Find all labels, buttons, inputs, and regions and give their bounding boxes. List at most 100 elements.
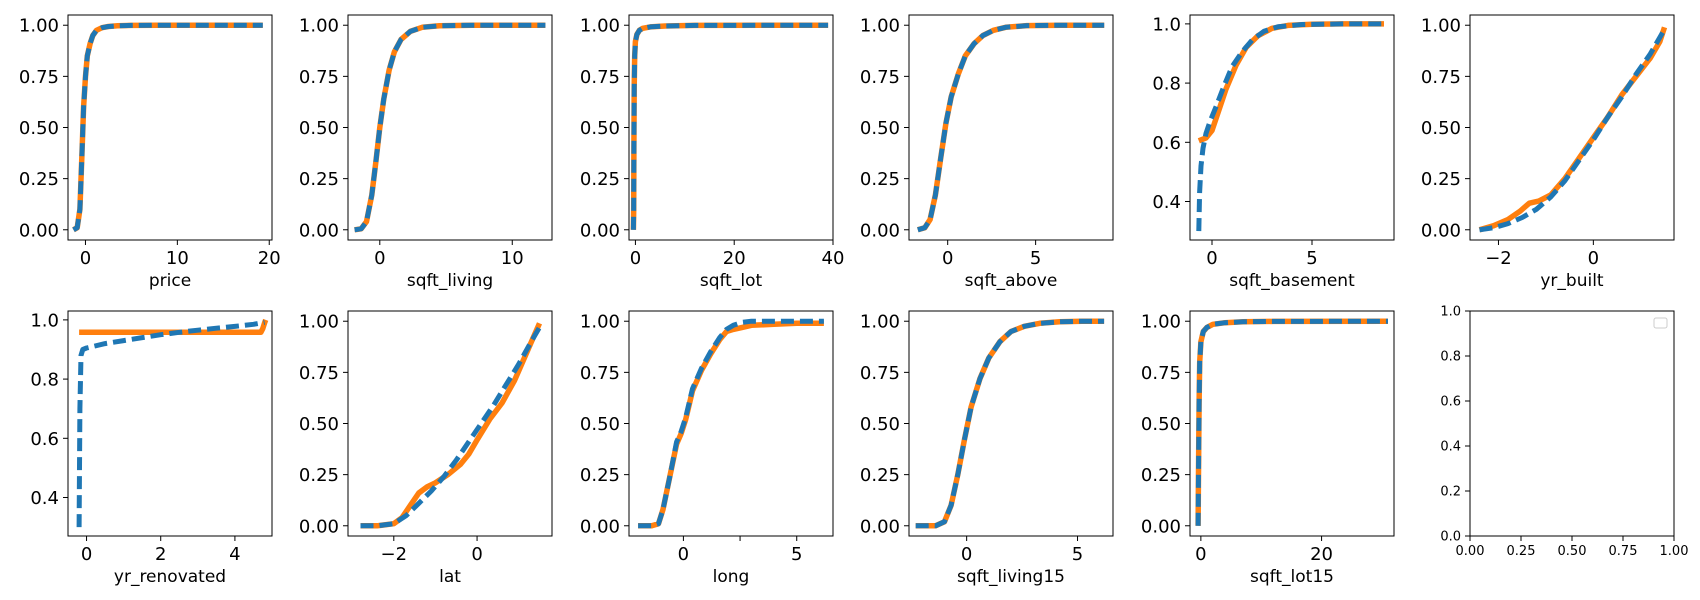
subplot-4-ytick-label: 0.75 — [860, 67, 900, 88]
subplot-9-line-blue-dashed — [638, 318, 824, 529]
subplot-4-axes-frame — [908, 14, 1114, 241]
subplot-1-xtick-label: 20 — [258, 248, 281, 269]
subplot-7-line-orange — [79, 318, 269, 336]
subplot-3-ytick-label: 0.50 — [580, 118, 620, 139]
subplot-6-axes-frame — [1469, 14, 1675, 241]
subplot-8-xtick-label: −2 — [381, 544, 408, 565]
subplot-3-xtick-label: 40 — [822, 248, 845, 269]
subplot-3-axes-frame — [628, 14, 834, 241]
subplot-10-ytick-label: 0.75 — [860, 363, 900, 384]
subplot-4-xtick-label: 5 — [1030, 248, 1041, 269]
subplot-9-ytick-label: 0.75 — [580, 363, 620, 384]
subplot-8-ytick-label: 1.00 — [299, 312, 339, 333]
subplot-9-xtick-label: 5 — [791, 544, 802, 565]
subplot-4: 0 5 0.00 0.25 0.50 0.75 1.00 sqft_above — [860, 14, 1114, 291]
subplot-5-ytick-label: 0.8 — [1152, 74, 1181, 95]
subplot-4-ytick-label: 1.00 — [860, 16, 900, 37]
subplot-7-ytick-label: 0.8 — [30, 370, 59, 391]
subplot-9-ytick-label: 0.00 — [580, 516, 620, 537]
subplot-11-axes-frame — [1189, 310, 1395, 537]
subplot-7-xtick-label: 2 — [155, 544, 166, 565]
subplot-6: −2 0 0.00 0.25 0.50 0.75 1.00 yr_built — [1421, 14, 1675, 291]
subplot-12-legend — [1653, 317, 1668, 329]
subplot-1-ytick-label: 0.25 — [19, 169, 59, 190]
subplot-2-ytick-label: 0.50 — [299, 118, 339, 139]
subplot-12-ytick-label: 1.0 — [1440, 305, 1461, 320]
subplot-9: 0 5 0.00 0.25 0.50 0.75 1.00 long — [580, 310, 834, 587]
subplot-3-line-blue-dashed — [630, 22, 829, 230]
subplot-7-xlabel: yr_renovated — [114, 567, 226, 587]
subplot-1-line-blue-dashed — [72, 22, 263, 232]
subplot-10-xtick-label: 0 — [961, 544, 972, 565]
subplot-7-axes-frame — [67, 310, 273, 537]
subplot-1-axes-frame — [67, 14, 273, 241]
subplot-10-ytick-label: 0.50 — [860, 414, 900, 435]
subplot-2-xlabel: sqft_living — [407, 271, 493, 291]
subplot-12-xtick-label: 1.00 — [1660, 544, 1689, 559]
subplot-9-xlabel: long — [713, 567, 750, 587]
subplot-11-ytick-label: 0.25 — [1141, 465, 1181, 486]
subplot-10: 0 5 0.00 0.25 0.50 0.75 1.00 sqft_living15 — [860, 310, 1114, 587]
subplot-7-line-blue-dashed — [76, 319, 266, 528]
subplot-2-xtick-label: 0 — [374, 248, 385, 269]
subplot-8-line-blue-dashed — [360, 326, 542, 529]
subplot-7-xtick-label: 0 — [81, 544, 92, 565]
subplot-5-xtick-label: 5 — [1306, 248, 1317, 269]
subplot-12-ytick-label: 0.0 — [1440, 530, 1461, 545]
subplot-12-xtick-label: 0.50 — [1558, 544, 1587, 559]
subplot-5-line-blue-dashed — [1196, 21, 1384, 232]
subplot-8-xtick-label: 0 — [471, 544, 482, 565]
subplot-1-xtick-label: 0 — [80, 248, 91, 269]
subplot-7-ytick-label: 1.0 — [30, 310, 59, 331]
subplot-5: 0 5 0.4 0.6 0.8 1.0 sqft_basement — [1152, 14, 1395, 291]
subplot-4-xtick-label: 0 — [942, 248, 953, 269]
subplot-8-ytick-label: 0.25 — [299, 465, 339, 486]
subplot-6-ytick-label: 0.00 — [1421, 220, 1461, 241]
subplot-8-ytick-label: 0.00 — [299, 516, 339, 537]
subplot-10-ytick-label: 1.00 — [860, 312, 900, 333]
subplot-9-ytick-label: 0.50 — [580, 414, 620, 435]
subplot-3-ytick-label: 0.00 — [580, 220, 620, 241]
subplot-3: 0 20 40 0.00 0.25 0.50 0.75 1.00 sqft_lot — [580, 14, 845, 291]
subplot-2-xtick-label: 10 — [501, 248, 524, 269]
subplot-6-xtick-label: 0 — [1588, 248, 1599, 269]
subplot-8-line-orange — [360, 322, 543, 529]
subplot-8-xlabel: lat — [439, 567, 461, 587]
subplot-11: 0 20 0.00 0.25 0.50 0.75 1.00 sqft_lot15 — [1141, 310, 1395, 587]
subplot-10-ytick-label: 0.25 — [860, 465, 900, 486]
subplot-9-ytick-label: 1.00 — [580, 312, 620, 333]
subplot-4-line-orange — [917, 22, 1105, 233]
subplot-1-ytick-label: 0.75 — [19, 67, 59, 88]
subplot-1-ytick-label: 1.00 — [19, 16, 59, 37]
subplot-6-line-blue-dashed — [1479, 28, 1667, 233]
subplot-4-ytick-label: 0.00 — [860, 220, 900, 241]
subplot-5-axes-frame — [1189, 14, 1395, 241]
subplot-3-xtick-label: 20 — [723, 248, 746, 269]
subplot-5-xlabel: sqft_basement — [1229, 271, 1355, 291]
subplot-12-ytick-label: 0.8 — [1440, 350, 1461, 365]
subplot-6-xlabel: yr_built — [1540, 271, 1604, 291]
subplot-6-ytick-label: 1.00 — [1421, 16, 1461, 37]
subplot-12: 0.00 0.25 0.50 0.75 1.00 0.0 0.2 0.4 0.6 0.8 1.0 — [1440, 305, 1688, 559]
subplot-12-xtick-label: 0.00 — [1456, 544, 1485, 559]
subplot-11-ytick-label: 0.00 — [1141, 516, 1181, 537]
subplot-5-xtick-label: 0 — [1206, 248, 1217, 269]
subplot-1-xtick-label: 10 — [166, 248, 189, 269]
subplot-8: −2 0 0.00 0.25 0.50 0.75 1.00 lat — [299, 310, 553, 587]
subplot-12-ytick-label: 0.4 — [1440, 440, 1461, 455]
subplot-11-ytick-label: 0.50 — [1141, 414, 1181, 435]
subplot-4-xlabel: sqft_above — [965, 271, 1058, 291]
subplot-6-line-orange — [1478, 26, 1668, 233]
subplot-3-xlabel: sqft_lot — [700, 271, 763, 291]
subplot-2-ytick-label: 1.00 — [299, 16, 339, 37]
subplot-1-line-orange — [72, 22, 263, 233]
subplot-6-ytick-label: 0.50 — [1421, 118, 1461, 139]
subplot-5-ytick-label: 0.4 — [1152, 192, 1181, 213]
subplot-9-xtick-label: 0 — [678, 544, 689, 565]
subplot-2-line-blue-dashed — [354, 22, 546, 233]
subplot-2: 0 10 0.00 0.25 0.50 0.75 1.00 sqft_living — [299, 14, 553, 291]
subplot-5-ytick-label: 0.6 — [1152, 133, 1181, 154]
subplot-10-axes-frame — [908, 310, 1114, 537]
subplot-7-ytick-label: 0.4 — [30, 488, 59, 509]
